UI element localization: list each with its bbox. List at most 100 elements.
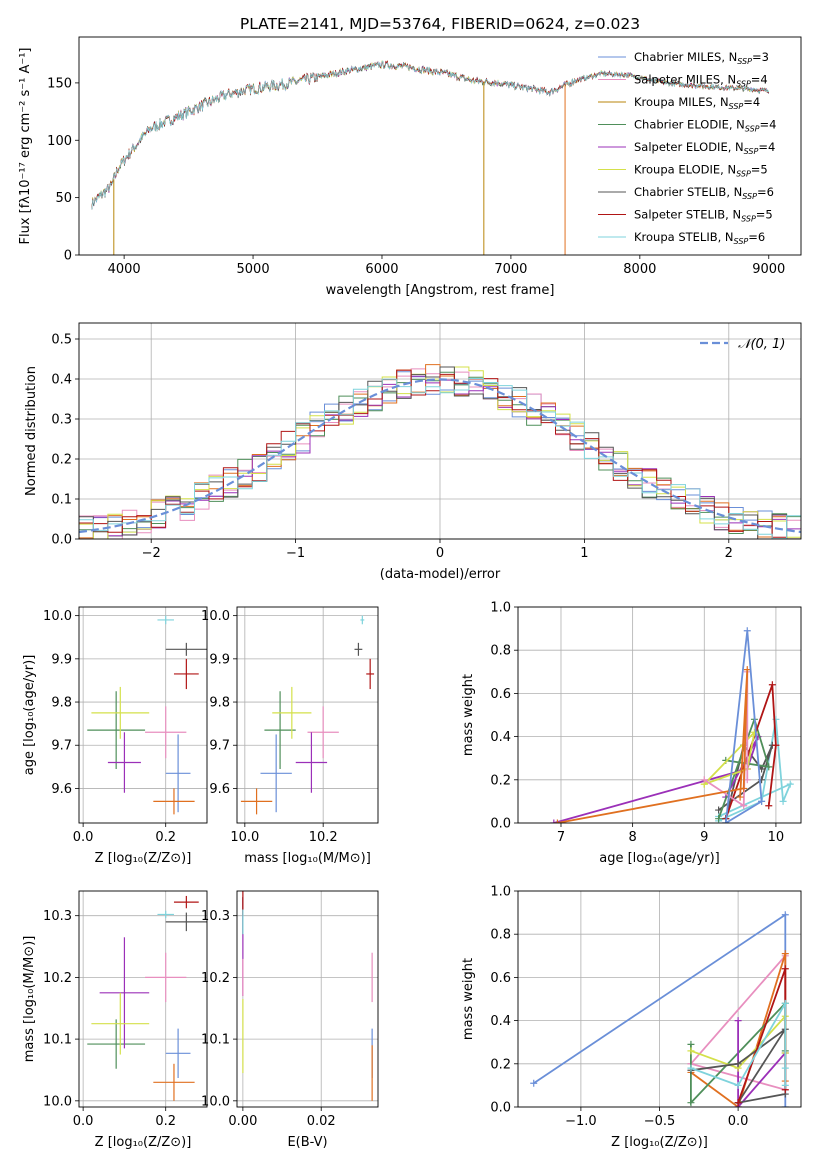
weight-line — [737, 1020, 786, 1107]
spectrum-frame — [78, 36, 802, 256]
legend-label: Chabrier STELIB, NSSP=6 — [634, 185, 774, 201]
spectrum-line — [91, 60, 770, 210]
weight-marker — [781, 1064, 789, 1072]
residuals-chart: −2 −1 0 1 2 0.0 0.1 0.2 0.3 0.4 0.5 (data-model)/er… — [24, 322, 802, 582]
age_vs_Z-plot — [87, 615, 207, 815]
age_vs_Z-ylabel: age [log₁₀(age/yr)] — [22, 655, 37, 776]
spectrum-xtick-label: 7000 — [494, 262, 527, 277]
age_vs_mass-xlabel: mass [log₁₀(M/M⊙)] — [244, 851, 371, 866]
weight_vs_age-ytick-label: 0.6 — [490, 687, 511, 702]
residuals-ylabel: Normed distribution — [24, 366, 39, 496]
age_vs_Z-ytick-label: 9.6 — [51, 782, 72, 797]
mass_vs_Z-ytick-label: 10.0 — [43, 1094, 72, 1109]
weight_vs_age-ytick-label: 0.0 — [490, 817, 511, 832]
charts-layer: 4000 5000 6000 7000 8000 9000050100150wavelen… — [18, 36, 802, 1150]
weight-marker — [734, 1060, 742, 1068]
weight_vs_Z-ytick-label: 0.8 — [490, 928, 511, 943]
legend-label: Chabrier MILES, NSSP=3 — [634, 50, 769, 66]
weight-line — [718, 719, 793, 822]
weight_vs_age-ytick-label: 1.0 — [490, 601, 511, 616]
residuals-xtick-label: 2 — [725, 546, 733, 561]
age_vs_mass-plot — [240, 615, 375, 815]
weight_vs_age-grid — [518, 606, 801, 824]
age_vs_mass-ytick-label: 9.8 — [209, 696, 230, 711]
weight_vs_age-ytick-label: 0.2 — [490, 773, 511, 788]
mass_vs_Z-frame — [78, 890, 208, 1108]
mass_vs_Z-ytick-label: 10.3 — [43, 909, 72, 924]
weight_vs_age-xtick-label: 8 — [628, 830, 636, 845]
mass_vs_EBV-xlabel: E(B-V) — [287, 1135, 327, 1150]
age_vs_Z-xtick-label: 0.2 — [155, 830, 176, 845]
mass_vs_Z-chart: 0.0 0.2 10.0 10.1 10.2 10.3 Z [log₁₀(Z/Z⊙)] mas… — [22, 890, 208, 1150]
residual-histogram — [79, 378, 801, 539]
spectrum-axes: 4000 5000 6000 7000 8000 9000 0 50 100 150 wavelen… — [18, 36, 802, 298]
mass_vs_Z-grid — [79, 891, 207, 1107]
weight-marker — [781, 1103, 789, 1107]
legend-label: Salpeter ELODIE, NSSP=4 — [634, 140, 775, 156]
weight_vs_Z-axes: −1.0 −0.5 0.0 0.0 0.2 0.4 0.6 0.8 1.0 Z [log₁₀(Z/… — [461, 885, 802, 1150]
weight_vs_Z-frame — [517, 890, 802, 1108]
weight-marker — [700, 776, 708, 784]
residuals-xlabel: (data-model)/error — [380, 567, 501, 582]
age_vs_mass-grid — [237, 607, 378, 823]
weight-marker — [687, 1040, 695, 1048]
age_vs_Z-ytick-label: 9.9 — [51, 652, 72, 667]
mass_vs_EBV-axes: 0.00 0.02 10.0 10.1 10.2 10.3 E(B-V) — [201, 890, 379, 1150]
residuals-ytick-label: 0.3 — [51, 413, 72, 428]
weight_vs_age-ytick-label: 0.4 — [490, 730, 511, 745]
legend-label: Salpeter STELIB, NSSP=5 — [634, 208, 773, 224]
age_vs_mass-frame — [236, 606, 379, 824]
weight-marker — [687, 1064, 695, 1072]
residuals-ytick-label: 0.0 — [51, 533, 72, 548]
age_vs_Z-frame — [78, 606, 208, 824]
weight-marker — [743, 666, 751, 674]
weight-marker — [734, 1099, 742, 1107]
residuals-xtick-label: −1 — [286, 546, 305, 561]
weight-marker — [734, 1081, 742, 1089]
weight_vs_age-xlabel: age [log₁₀(age/yr)] — [599, 851, 720, 866]
weight_vs_age-frame — [517, 606, 802, 824]
weight-marker — [750, 728, 758, 736]
mass_vs_Z-xtick-label: 0.2 — [155, 1114, 176, 1129]
age_vs_mass-axes: 10.0 10.2 9.6 9.7 9.8 9.9 10.0 mass [log₁₀(M/M⊙… — [201, 606, 379, 866]
mass_vs_EBV-ytick-label: 10.0 — [201, 1094, 230, 1109]
spectrum-xtick-label: 6000 — [365, 262, 398, 277]
weight_vs_Z-ytick-label: 1.0 — [490, 885, 511, 900]
age_vs_Z-xlabel: Z [log₁₀(Z/Z⊙)] — [95, 851, 192, 866]
spectrum-ytick-label: 0 — [64, 249, 72, 264]
residuals-ytick-label: 0.1 — [51, 493, 72, 508]
weight-marker — [765, 763, 773, 771]
weight-line — [557, 669, 749, 823]
weight_vs_age-xtick-label: 10 — [768, 830, 785, 845]
spectrum-plot — [91, 60, 770, 255]
mass_vs_EBV-xtick-label: 0.02 — [307, 1114, 336, 1129]
residuals-legend: 𝒩(0, 1) — [700, 337, 785, 352]
weight_vs_age-ylabel: mass weight — [461, 674, 476, 756]
weight_vs_Z-ytick-label: 0.4 — [490, 1014, 511, 1029]
age_vs_Z-xtick-label: 0.0 — [73, 830, 94, 845]
weight-marker — [781, 950, 789, 958]
weight-marker — [781, 999, 789, 1007]
age_vs_mass-chart: 10.0 10.2 9.6 9.7 9.8 9.9 10.0 mass [log₁₀(M/M⊙… — [201, 606, 379, 866]
weight-marker — [743, 627, 751, 635]
residuals-ytick-label: 0.2 — [51, 453, 72, 468]
mass_vs_EBV-ytick-label: 10.2 — [201, 971, 230, 986]
legend-label: Kroupa MILES, NSSP=4 — [634, 95, 760, 111]
age_vs_mass-ytick-label: 9.9 — [209, 652, 230, 667]
weight-marker — [781, 1081, 789, 1089]
mass_vs_EBV-plot — [242, 891, 373, 1101]
residuals-xtick-label: 0 — [436, 546, 444, 561]
age_vs_Z-ytick-label: 9.8 — [51, 696, 72, 711]
age_vs_Z-axes: 0.0 0.2 9.6 9.7 9.8 9.9 10.0 Z [log₁₀(Z/Z⊙)] age… — [22, 606, 208, 866]
mass_vs_EBV-ytick-label: 10.3 — [201, 909, 230, 924]
age_vs_mass-xtick-label: 10.0 — [230, 830, 259, 845]
residuals-frame — [78, 322, 802, 540]
mass_vs_EBV-frame — [236, 890, 379, 1108]
age_vs_mass-ytick-label: 9.7 — [209, 739, 230, 754]
spectrum-chart: 4000 5000 6000 7000 8000 9000 0 50 100 150 wavelen… — [18, 36, 802, 298]
weight-marker — [740, 784, 748, 792]
weight_vs_Z-xtick-label: −1.0 — [565, 1114, 597, 1129]
weight-marker — [758, 797, 766, 805]
weight_vs_Z-xlabel: Z [log₁₀(Z/Z⊙)] — [611, 1135, 708, 1150]
